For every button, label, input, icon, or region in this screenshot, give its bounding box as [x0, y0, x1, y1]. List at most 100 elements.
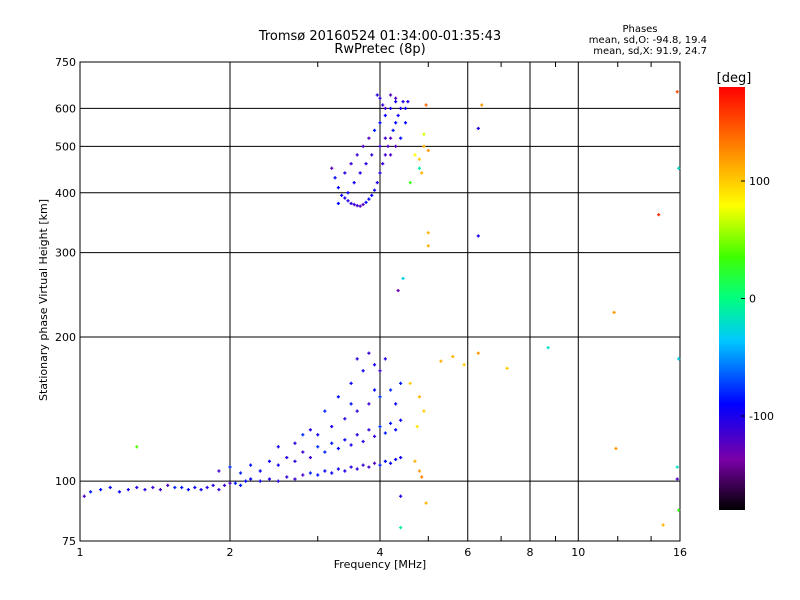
data-point — [285, 475, 289, 479]
data-point — [408, 181, 412, 185]
data-point — [293, 441, 297, 445]
data-point — [117, 490, 122, 494]
data-point — [316, 473, 320, 477]
data-point — [378, 424, 382, 429]
data-point — [358, 204, 362, 208]
data-point — [343, 196, 347, 200]
x-tick-label: 1 — [77, 546, 84, 559]
data-point — [316, 445, 320, 449]
data-point — [388, 106, 393, 111]
data-point — [383, 136, 387, 140]
data-point — [301, 473, 305, 477]
data-point — [361, 463, 365, 467]
data-point — [180, 485, 184, 490]
data-point — [677, 166, 681, 170]
data-point — [388, 461, 393, 465]
data-point — [383, 431, 387, 435]
data-point — [333, 176, 337, 180]
data-point — [420, 475, 424, 479]
colorbar-label: [deg] — [717, 71, 752, 86]
y-tick-label: 300 — [55, 247, 76, 260]
data-point — [391, 128, 395, 132]
data-point — [361, 369, 365, 373]
data-point — [399, 525, 403, 530]
y-tick-label: 75 — [62, 535, 76, 548]
data-point — [394, 144, 398, 148]
data-point — [308, 455, 313, 460]
data-point — [426, 148, 430, 153]
data-point — [657, 213, 661, 217]
data-point — [677, 357, 681, 361]
data-point — [330, 424, 334, 429]
data-point — [462, 363, 466, 367]
y-tick-label: 200 — [55, 331, 76, 344]
x-tick-label: 2 — [227, 546, 234, 559]
data-point — [126, 488, 130, 492]
x-tick-label: 4 — [377, 546, 384, 559]
data-point — [343, 438, 347, 442]
data-point — [401, 99, 405, 104]
data-point — [415, 424, 419, 429]
data-point — [388, 93, 393, 97]
data-point — [386, 144, 390, 148]
x-tick-label: 8 — [527, 546, 534, 559]
y-tick-label: 400 — [55, 187, 76, 200]
data-point — [361, 202, 365, 207]
data-point — [276, 445, 280, 449]
data-point — [308, 471, 313, 475]
y-tick-label: 100 — [55, 475, 76, 488]
data-point — [217, 488, 221, 492]
data-point — [372, 461, 377, 465]
y-tick-label: 500 — [55, 140, 76, 153]
colorbar — [719, 87, 745, 510]
data-point — [388, 153, 393, 157]
data-point — [330, 166, 334, 170]
data-point — [258, 479, 262, 483]
data-point — [186, 488, 190, 492]
data-point — [108, 485, 112, 490]
data-point — [343, 469, 347, 473]
data-point — [422, 132, 426, 136]
data-point — [367, 351, 371, 355]
data-point — [675, 90, 679, 94]
data-point — [417, 166, 422, 170]
data-point — [355, 433, 359, 437]
data-point — [349, 381, 353, 385]
data-point — [378, 96, 382, 100]
data-point — [336, 467, 340, 471]
data-point — [403, 121, 408, 125]
data-point — [417, 395, 422, 399]
data-point — [276, 479, 280, 483]
data-point — [381, 103, 385, 107]
data-point — [158, 488, 163, 492]
data-point — [383, 459, 387, 463]
data-point — [352, 202, 356, 207]
data-point — [401, 276, 405, 281]
data-point — [349, 201, 353, 206]
data-point — [173, 485, 177, 490]
x-tick-label: 6 — [464, 546, 471, 559]
data-point — [476, 351, 480, 355]
data-point — [388, 421, 393, 425]
data-point — [614, 446, 618, 451]
x-tick-label: 16 — [673, 546, 687, 559]
data-point — [217, 469, 221, 473]
data-point — [238, 471, 243, 475]
data-point — [336, 446, 340, 451]
data-point — [293, 477, 297, 481]
data-point — [346, 191, 350, 195]
data-point — [422, 144, 426, 148]
data-point — [396, 288, 400, 293]
data-point — [352, 181, 356, 185]
data-point — [330, 441, 334, 445]
phase-stats-x: mean, sd,X: 91.9, 24.7 — [593, 46, 707, 57]
data-point — [143, 488, 147, 492]
data-point — [228, 465, 232, 469]
colorbar-tick-label: 100 — [749, 175, 770, 188]
data-point — [394, 99, 398, 104]
data-point — [399, 418, 403, 422]
data-point — [267, 459, 272, 463]
data-point — [394, 121, 398, 125]
data-point — [381, 162, 385, 166]
